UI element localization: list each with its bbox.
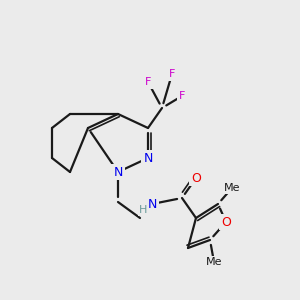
Text: H: H xyxy=(139,205,147,215)
Text: N: N xyxy=(143,152,153,164)
Text: O: O xyxy=(221,215,231,229)
Text: Me: Me xyxy=(224,183,240,193)
Text: Me: Me xyxy=(206,257,222,267)
Text: F: F xyxy=(169,69,175,79)
Text: F: F xyxy=(145,77,151,87)
Text: F: F xyxy=(179,91,185,101)
Text: O: O xyxy=(191,172,201,184)
Text: N: N xyxy=(147,197,157,211)
Text: N: N xyxy=(113,166,123,178)
